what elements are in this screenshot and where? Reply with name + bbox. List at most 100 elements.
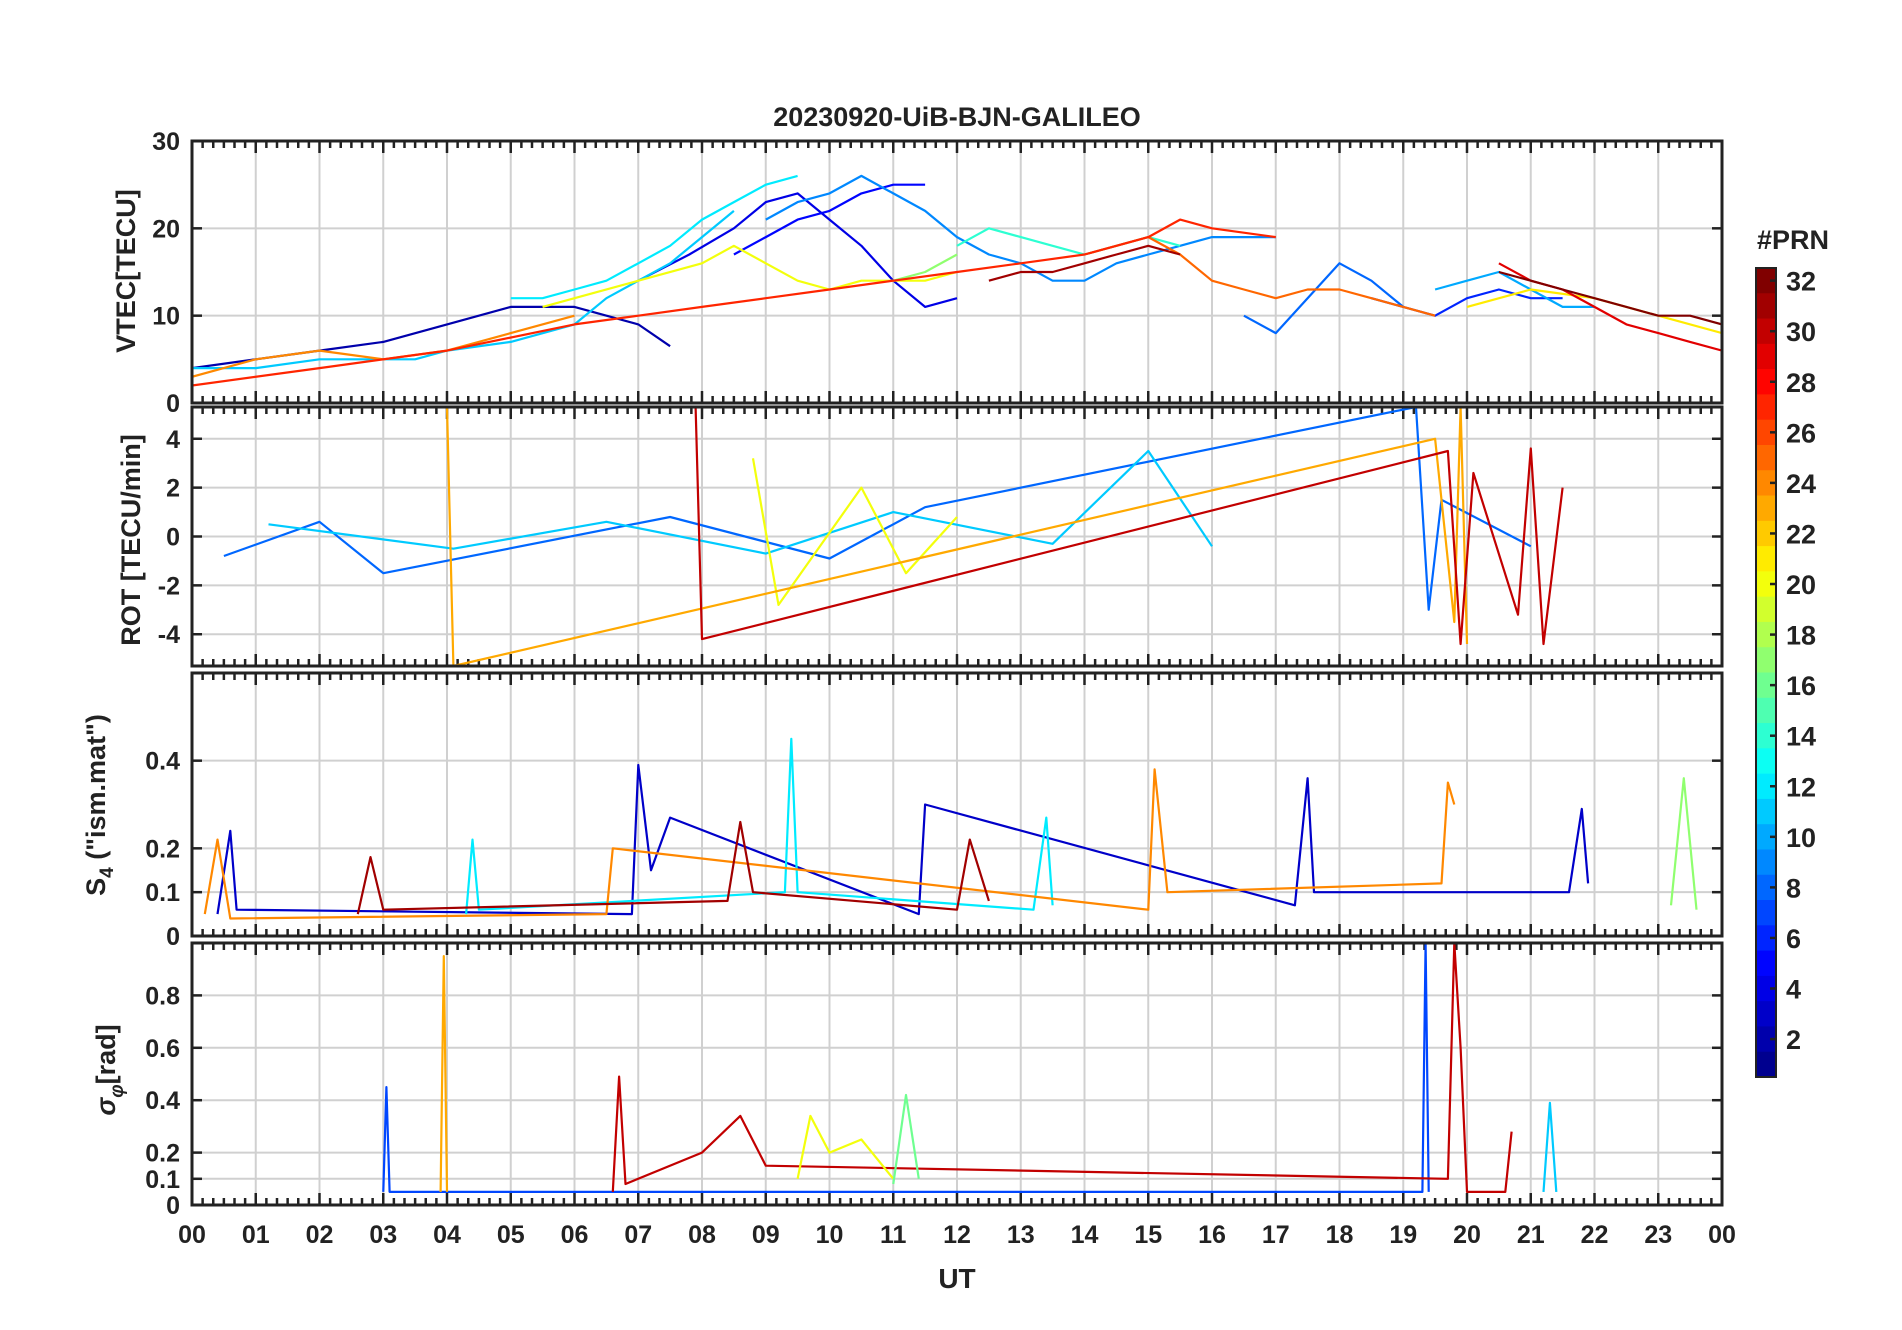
- series-line-prn-8: [223, 407, 1532, 611]
- x-axis-label: UT: [938, 1263, 975, 1294]
- colorbar-tick-label: 8: [1786, 873, 1801, 903]
- colorbar-tick-label: 30: [1786, 317, 1816, 347]
- s4-ylabel: S4 ("ism.mat"): [81, 714, 118, 896]
- series-group: [223, 407, 1564, 666]
- colorbar-title: #PRN: [1757, 225, 1829, 255]
- rot-panel: -4 -2 0 2 4: [158, 405, 1724, 668]
- y-tick-label: 0.1: [145, 879, 180, 907]
- y-tick-label: 0: [166, 390, 180, 418]
- panel-frame: [190, 941, 1724, 1207]
- colorbar-tick-label: 22: [1786, 519, 1816, 549]
- x-tick-label: 04: [433, 1221, 461, 1249]
- series-line-prn-3: [216, 763, 1590, 916]
- colorbar-swatch: [1756, 343, 1776, 370]
- colorbar-swatch: [1756, 773, 1776, 800]
- colorbar-tick-label: 18: [1786, 621, 1816, 651]
- sigma-phi-panel: 00.10.2 0.4 0.6 0.8 00 01 02 03 04 05 06 07 08 09 10 11…: [145, 941, 1736, 1249]
- x-tick-label: 15: [1134, 1221, 1162, 1249]
- x-tick-label: 09: [752, 1221, 780, 1249]
- series-line-prn-17: [893, 253, 958, 282]
- series-line-prn-23: [445, 407, 1469, 666]
- x-tick-label: 08: [688, 1221, 716, 1249]
- series-group: [203, 737, 1698, 920]
- x-tick-label: 03: [369, 1221, 397, 1249]
- colorbar-swatch: [1756, 293, 1776, 320]
- colorbar-tick-label: 6: [1786, 924, 1801, 954]
- x-tick-label: 13: [1007, 1221, 1035, 1249]
- colorbar-swatch: [1756, 824, 1776, 851]
- vtec-ylabel: VTEC[TECU]: [111, 189, 141, 353]
- y-tick-label: 10: [152, 303, 180, 331]
- series-line-prn-7: [382, 943, 1430, 1194]
- colorbar-swatch: [1756, 419, 1776, 446]
- series-line-prn-29: [1498, 262, 1722, 352]
- colorbar-swatch: [1756, 849, 1776, 876]
- x-tick-label: 18: [1326, 1221, 1354, 1249]
- series-group: [382, 943, 1558, 1194]
- colorbar-tick-label: 12: [1786, 772, 1816, 802]
- colorbar-swatch: [1756, 369, 1776, 396]
- x-tick-label: 00: [178, 1221, 206, 1249]
- vtec-panel: 0 10 20 30: [152, 128, 1724, 418]
- x-tick-label: 01: [242, 1221, 270, 1249]
- colorbar-swatch: [1756, 444, 1776, 471]
- series-line-prn-20: [751, 458, 958, 607]
- colorbar-swatch: [1756, 318, 1776, 345]
- colorbar-swatch: [1756, 546, 1776, 572]
- colorbar-swatch: [1756, 647, 1776, 674]
- colorbar-swatch: [1756, 748, 1776, 775]
- colorbar-swatch: [1756, 925, 1776, 952]
- series-group: [192, 174, 1722, 387]
- y-tick-label: 0: [166, 1192, 180, 1220]
- sigma-ylabel-rest: [rad]: [91, 1024, 121, 1084]
- colorbar-swatch: [1756, 672, 1776, 699]
- series-line-prn-20: [796, 1114, 895, 1180]
- sigma-phi-ylabel: σφ[rad]: [91, 1024, 128, 1115]
- series-line-prn-24: [203, 768, 1456, 920]
- colorbar-swatch: [1756, 571, 1776, 598]
- series-line-prn-16: [892, 1093, 920, 1185]
- x-tick-label: 06: [561, 1221, 589, 1249]
- y-tick-label: 0: [166, 923, 180, 951]
- colorbar-swatch: [1756, 1051, 1776, 1078]
- x-tick-label: 02: [306, 1221, 334, 1249]
- y-tick-label: -2: [158, 572, 180, 600]
- y-tick-label: 0.6: [145, 1035, 180, 1063]
- series-line-prn-27: [192, 218, 1276, 387]
- s4-ylabel-sub: 4: [97, 867, 118, 878]
- x-tick-label: 21: [1517, 1221, 1545, 1249]
- series-line-prn-32: [1498, 270, 1722, 326]
- sigma-ylabel-main: σ: [91, 1097, 121, 1116]
- y-tick-label: -4: [158, 621, 180, 649]
- series-line-prn-17: [1669, 777, 1698, 910]
- x-tick-label: 00: [1708, 1221, 1736, 1249]
- colorbar-tick-label: 20: [1786, 570, 1816, 600]
- colorbar-tick-label: 26: [1786, 418, 1816, 448]
- colorbar-swatch: [1756, 723, 1776, 749]
- colorbar-swatch: [1756, 520, 1776, 547]
- colorbar-swatch: [1756, 900, 1776, 926]
- x-tick-label: 23: [1644, 1221, 1672, 1249]
- series-line-prn-14: [956, 227, 1181, 256]
- series-line-prn-30: [694, 407, 1564, 646]
- colorbar-swatch: [1756, 268, 1776, 294]
- colorbar-swatch: [1756, 874, 1776, 901]
- y-tick-label: 0.4: [145, 1087, 180, 1115]
- colorbar-tick-label: 10: [1786, 823, 1816, 853]
- x-tick-label: 07: [624, 1221, 652, 1249]
- series-line-prn-31: [356, 820, 990, 915]
- colorbar-tick-label: 16: [1786, 671, 1816, 701]
- colorbar-tick-label: 2: [1786, 1025, 1801, 1055]
- series-line-prn-30: [611, 943, 1513, 1194]
- x-tick-label: 10: [816, 1221, 844, 1249]
- colorbar-tick-label: 32: [1786, 267, 1816, 297]
- series-line-prn-8: [1243, 262, 1404, 335]
- colorbar-swatch: [1756, 798, 1776, 825]
- colorbar-swatch: [1756, 697, 1776, 724]
- panel-frame: [190, 671, 1724, 938]
- s4-ylabel-rest: ("ism.mat"): [81, 714, 111, 867]
- colorbar-frame: [1755, 267, 1777, 1078]
- series-line-prn-12: [465, 737, 1054, 915]
- colorbar-tick-label: 24: [1786, 469, 1816, 499]
